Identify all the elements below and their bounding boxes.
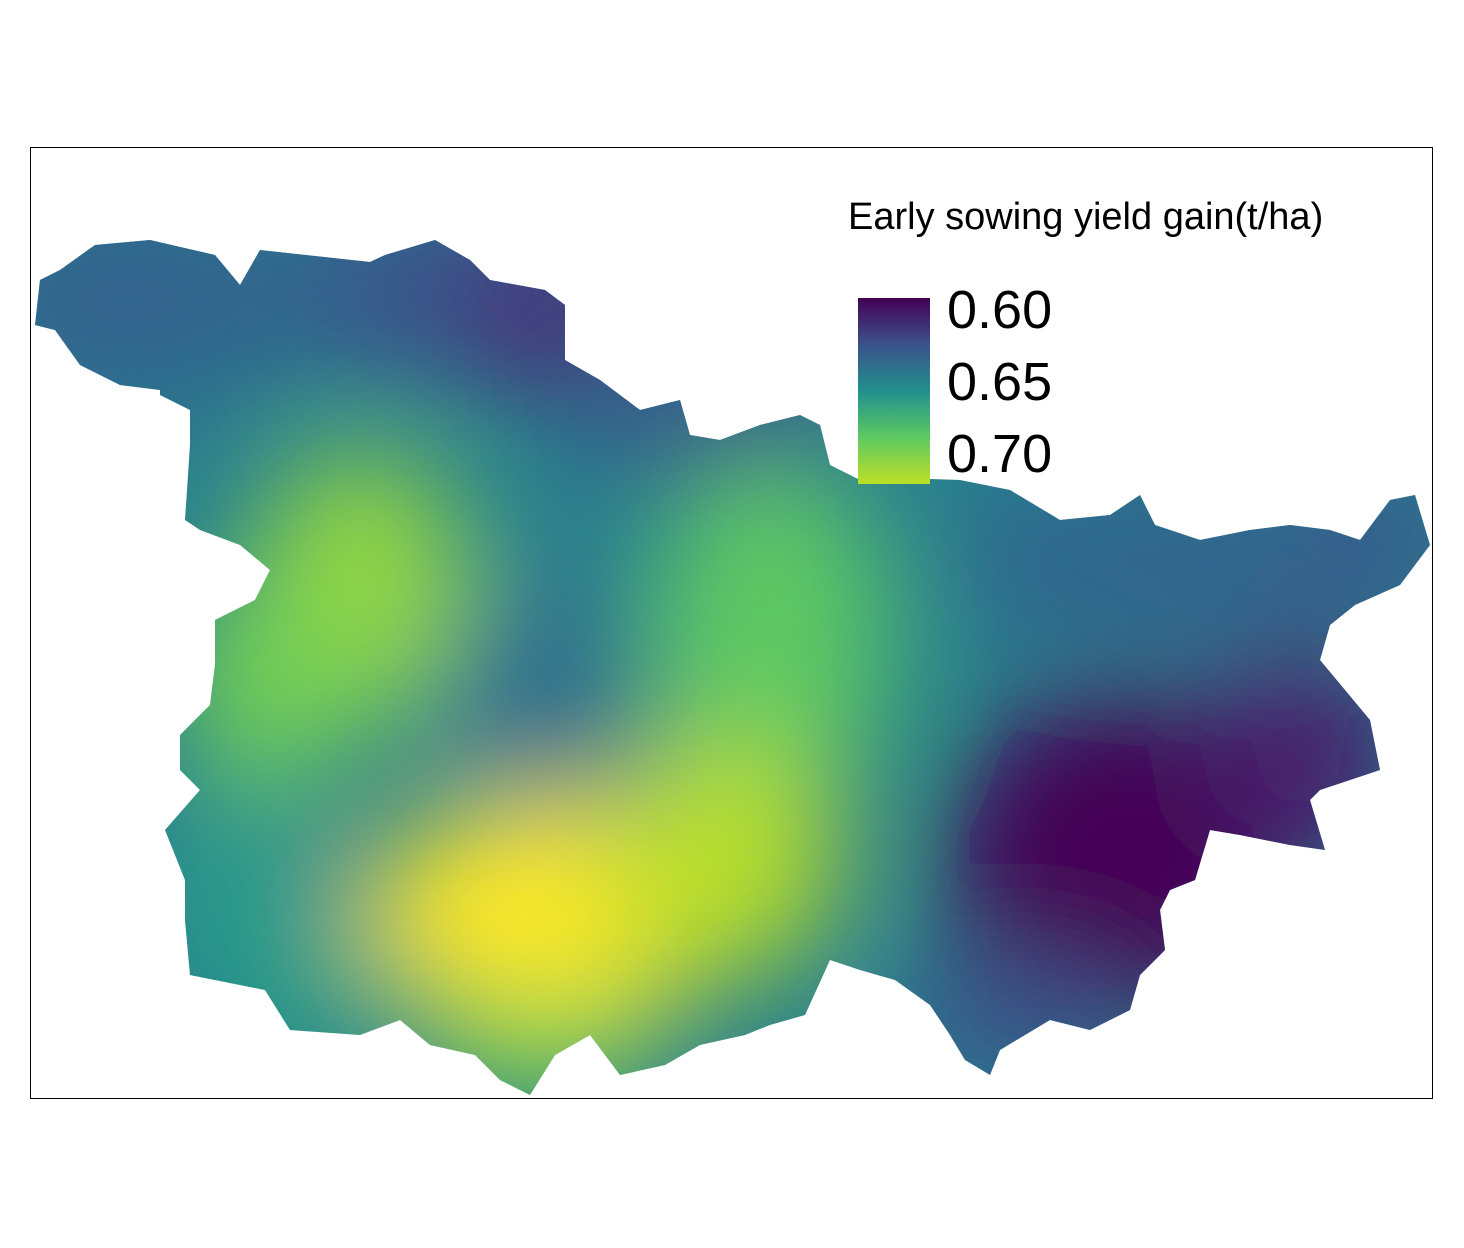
legend-colorbar <box>858 298 930 484</box>
legend-title: Early sowing yield gain(t/ha) <box>848 196 1324 238</box>
legend-tick-label: 0.60 <box>947 280 1053 340</box>
legend-tick-label: 0.70 <box>947 424 1053 484</box>
legend-tick-label: 0.65 <box>947 352 1053 412</box>
